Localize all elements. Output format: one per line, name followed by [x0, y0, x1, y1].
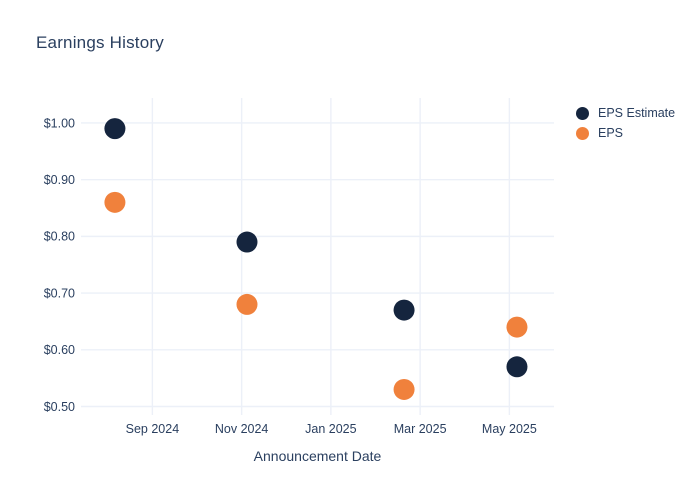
- y-tick-label: $1.00: [44, 116, 75, 130]
- data-point-eps[interactable]: [506, 316, 528, 338]
- data-point-eps-estimate[interactable]: [104, 118, 126, 140]
- data-point-eps-estimate[interactable]: [506, 356, 528, 378]
- data-point-eps[interactable]: [393, 378, 415, 400]
- data-point-eps[interactable]: [104, 191, 126, 213]
- x-tick-label: Jan 2025: [305, 422, 356, 436]
- data-point-eps-estimate[interactable]: [236, 231, 258, 253]
- legend-item-eps[interactable]: EPS: [576, 126, 675, 140]
- y-tick-label: $0.50: [44, 400, 75, 414]
- y-tick-label: $0.60: [44, 343, 75, 357]
- y-tick-label: $0.80: [44, 230, 75, 244]
- y-tick-label: $0.90: [44, 173, 75, 187]
- x-tick-label: May 2025: [482, 422, 537, 436]
- x-axis-title: Announcement Date: [253, 448, 382, 464]
- x-tick-label: Mar 2025: [394, 422, 447, 436]
- eps-marker-icon: [576, 126, 589, 140]
- legend-item-eps-estimate[interactable]: EPS Estimate: [576, 106, 675, 120]
- data-point-eps-estimate[interactable]: [393, 299, 415, 321]
- x-tick-label: Sep 2024: [126, 422, 180, 436]
- x-tick-label: Nov 2024: [215, 422, 269, 436]
- legend-label: EPS: [598, 126, 624, 140]
- eps-estimate-marker-icon: [576, 106, 589, 120]
- data-point-eps[interactable]: [236, 293, 258, 315]
- chart-title: Earnings History: [36, 33, 164, 52]
- legend-label: EPS Estimate: [598, 106, 676, 120]
- legend: EPS Estimate EPS: [576, 106, 675, 140]
- y-tick-label: $0.70: [44, 286, 75, 300]
